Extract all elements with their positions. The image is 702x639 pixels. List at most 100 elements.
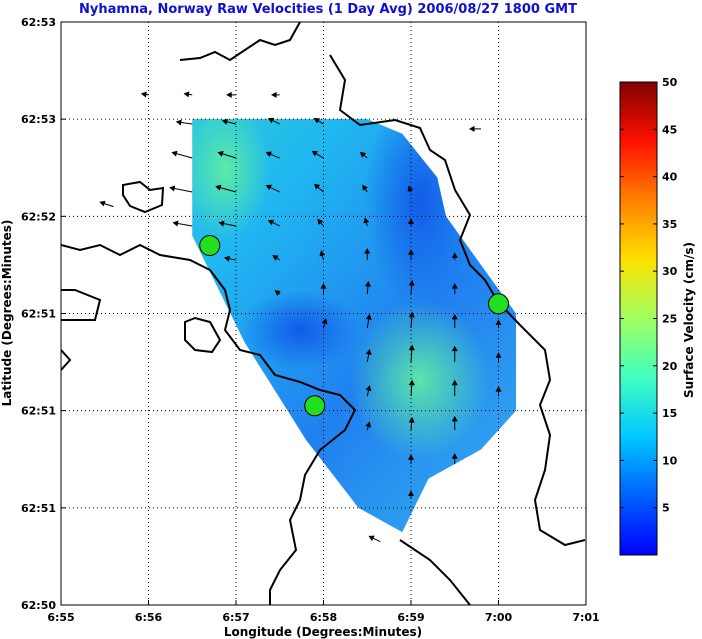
- colorbar-tick-label: 20: [662, 360, 678, 373]
- velocity-vector-head: [407, 490, 415, 497]
- radar-stations: [199, 234, 509, 417]
- y-tick-label: 62:53: [21, 113, 56, 126]
- y-tick-label: 62:51: [21, 502, 56, 515]
- coastline-northeast: [329, 54, 586, 547]
- velocity-hotspot-south: [350, 300, 490, 460]
- colorbar-tick-label: 40: [662, 171, 678, 184]
- colorbar-tick-label: 45: [662, 123, 677, 136]
- velocity-low-west: [240, 290, 360, 370]
- velocity-vector-head: [175, 119, 182, 126]
- colorbar-label: Surface Velocity (cm/s): [682, 242, 696, 398]
- velocity-vector-head: [317, 218, 324, 225]
- x-tick-label: 6:56: [135, 611, 163, 624]
- velocity-vector-head: [451, 453, 458, 459]
- velocity-vector-head: [321, 318, 328, 325]
- velocity-vector-head: [408, 344, 415, 351]
- velocity-vector-head: [407, 454, 415, 460]
- velocity-vector-head: [451, 345, 458, 352]
- velocity-vector-head: [365, 313, 372, 320]
- colorbar: [619, 81, 658, 556]
- velocity-vector-head: [215, 184, 222, 191]
- velocity-vector-head: [313, 117, 321, 124]
- velocity-vector-head: [408, 416, 415, 423]
- colorbar-ticks: 5 10 15 20 25 30 35 40 45 50: [620, 76, 678, 515]
- velocity-vector-head: [451, 283, 458, 289]
- velocity-vector-head: [218, 220, 225, 227]
- radar-station-marker: [304, 395, 326, 417]
- x-tick-label: 6:55: [47, 611, 74, 624]
- velocity-vector-head: [495, 352, 502, 358]
- y-tick-label: 62:51: [21, 405, 56, 418]
- velocity-vector-head: [171, 150, 178, 157]
- velocity-vector-head: [267, 219, 275, 226]
- velocity-vector-head: [468, 125, 475, 132]
- velocity-vector-head: [362, 184, 368, 191]
- velocity-vector-head: [451, 313, 458, 320]
- velocity-vector-head: [363, 217, 370, 224]
- velocity-vector-head: [274, 290, 281, 296]
- colorbar-tick-label: 10: [662, 454, 678, 467]
- velocity-vector-head: [217, 150, 224, 157]
- y-axis-label: Latitude (Degrees:Minutes): [0, 220, 14, 407]
- velocity-vector-head: [407, 249, 415, 255]
- x-tick-label: 7:00: [485, 611, 513, 624]
- coastline-west-island: [122, 180, 165, 214]
- velocity-vector-head: [313, 183, 321, 190]
- colorbar-tick-label: 15: [662, 407, 677, 420]
- radar-station-marker: [488, 293, 509, 315]
- velocity-vector-head: [407, 218, 415, 224]
- x-axis-label: Longitude (Degrees:Minutes): [224, 625, 422, 639]
- velocity-vector-head: [99, 200, 106, 207]
- coastline-west-peninsula: [61, 243, 357, 605]
- coastline-south-shore: [61, 349, 72, 371]
- velocity-vector-head: [183, 91, 190, 98]
- velocity-vector-head: [365, 348, 372, 355]
- coastline-southwest: [61, 289, 102, 321]
- velocity-vector-head: [271, 91, 277, 98]
- velocity-vector-head: [451, 415, 458, 422]
- coastline: [61, 22, 586, 605]
- velocity-vector-head: [265, 184, 272, 191]
- chart-title: Nyhamna, Norway Raw Velocities (1 Day Av…: [79, 2, 577, 17]
- coastline-north-island: [179, 22, 301, 62]
- velocity-vectors: [99, 91, 502, 543]
- colorbar-tick-label: 5: [662, 502, 670, 515]
- velocity-vector-head: [364, 280, 371, 287]
- colorbar-tick-label: 25: [662, 313, 677, 326]
- velocity-vector-head: [272, 255, 279, 261]
- velocity-vector-head: [365, 421, 372, 428]
- velocity-vector-head: [408, 279, 415, 286]
- velocity-vector-head: [408, 379, 415, 386]
- coastline-south-island: [184, 316, 222, 354]
- velocity-vector-head: [267, 117, 275, 124]
- velocity-vector-head: [320, 283, 327, 289]
- x-tick-label: 6:58: [310, 611, 337, 624]
- velocity-vector-head: [495, 386, 502, 392]
- velocity-hotspot-northwest: [192, 119, 270, 240]
- velocity-vector-head: [169, 185, 176, 192]
- x-tick-label: 6:59: [397, 611, 424, 624]
- velocity-vector-head: [408, 311, 415, 318]
- x-axis-ticks: 6:55 6:56 6:57 6:58 6:59 7:00 7:01: [47, 600, 600, 624]
- velocity-vector-head: [368, 535, 375, 542]
- velocity-vector-head: [451, 379, 458, 386]
- x-tick-label: 6:57: [222, 611, 249, 624]
- velocity-vector-head: [359, 151, 367, 158]
- y-axis-ticks: 62:50 62:51 62:51 62:51 62:52 62:53 62:53: [21, 16, 66, 612]
- velocity-vector-head: [223, 255, 231, 262]
- x-tick-label: 7:01: [572, 611, 599, 624]
- velocity-vector-head: [319, 250, 326, 257]
- coastline-southeast: [399, 539, 471, 605]
- velocity-vector-head: [172, 220, 179, 227]
- velocity-vector-head: [364, 248, 371, 254]
- velocity-vector-head: [407, 185, 414, 192]
- velocity-vector-head: [226, 91, 232, 98]
- velocity-vector-head: [265, 151, 272, 158]
- velocity-vector-head: [451, 252, 458, 258]
- velocity-vector-head: [365, 385, 372, 392]
- colorbar-tick-label: 50: [662, 76, 678, 89]
- y-tick-label: 62:51: [21, 308, 56, 321]
- colorbar-tick-label: 30: [662, 265, 678, 278]
- radar-station-marker: [199, 234, 221, 256]
